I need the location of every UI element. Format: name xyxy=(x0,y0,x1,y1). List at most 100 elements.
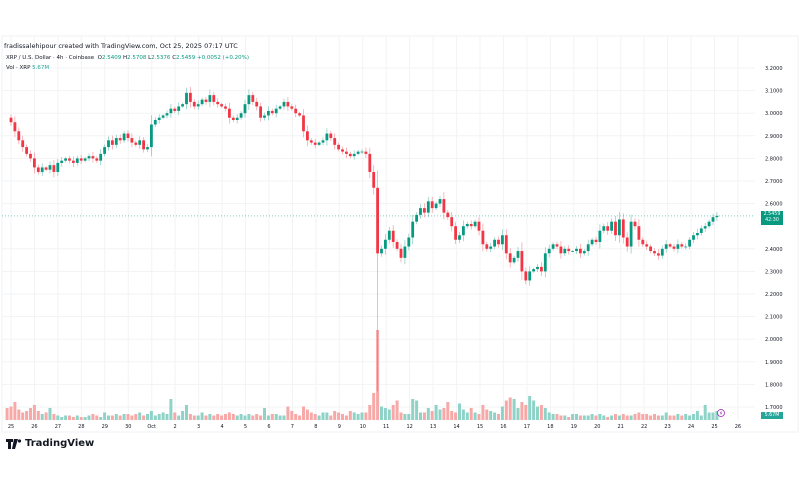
candle-body xyxy=(399,248,403,258)
x-tick-label: 25 xyxy=(8,424,14,430)
candle-body xyxy=(559,246,563,254)
volume-bar xyxy=(571,414,575,420)
volume-bar xyxy=(493,412,497,420)
volume-bar xyxy=(656,415,660,420)
volume-bar xyxy=(649,415,653,420)
candle-body xyxy=(645,244,649,247)
x-tick-label: 24 xyxy=(688,424,694,430)
candle-body xyxy=(579,248,582,254)
volume-bar xyxy=(274,414,278,420)
volume-bar xyxy=(68,415,71,420)
volume-bar xyxy=(79,417,83,420)
last-price-label: 2.5459 42:30 xyxy=(761,211,783,225)
candle-body xyxy=(317,142,321,145)
tradingview-logo[interactable]: TradingView xyxy=(6,438,94,449)
volume-bar xyxy=(235,415,239,420)
volume-bar xyxy=(44,412,48,420)
volume-bar xyxy=(419,412,422,420)
volume-bar xyxy=(192,415,196,420)
y-tick-label: 2.9000 xyxy=(765,134,783,140)
volume-legend-label[interactable]: Vol · XRP xyxy=(6,65,31,71)
candle-body xyxy=(586,244,590,252)
candle-body xyxy=(610,221,613,231)
x-tick-label: 19 xyxy=(571,424,577,430)
volume-bar xyxy=(610,415,614,420)
candle-body xyxy=(469,223,473,227)
candle-body xyxy=(602,226,606,231)
symbol-title[interactable]: XRP / U.S. Dollar · 4h · Coinbase xyxy=(6,55,95,61)
volume-bar xyxy=(485,409,489,420)
volume-bar xyxy=(497,414,500,420)
volume-bar xyxy=(680,415,684,420)
x-tick-label: 16 xyxy=(500,424,506,430)
y-tick-label: 3.0000 xyxy=(765,111,783,117)
volume-bar xyxy=(415,400,419,420)
candle-body xyxy=(161,115,165,118)
candle-body xyxy=(672,246,676,249)
candle-body xyxy=(321,140,325,143)
low-label: L xyxy=(148,55,152,61)
volume-bar xyxy=(695,411,699,420)
candle-body xyxy=(582,251,586,254)
volume-bar xyxy=(458,403,461,420)
volume-bar xyxy=(590,414,594,420)
candle-body xyxy=(368,153,372,172)
x-tick-label: 5 xyxy=(244,424,247,430)
volume-bar xyxy=(286,406,290,420)
y-tick-label: 2.6000 xyxy=(765,202,783,208)
volume-bar xyxy=(255,414,259,420)
candle-body xyxy=(699,228,703,233)
volume-bar xyxy=(266,415,270,420)
volume-bar xyxy=(325,412,329,420)
candle-body xyxy=(146,147,149,150)
volume-bar xyxy=(637,412,641,420)
volume-bar xyxy=(602,415,606,420)
candle-body xyxy=(17,131,21,141)
candle-body xyxy=(87,156,91,159)
candle-body xyxy=(419,208,422,215)
volume-bar xyxy=(586,415,590,420)
volume-bar xyxy=(715,411,719,420)
candle-body xyxy=(524,271,528,281)
candle-body xyxy=(267,110,270,116)
x-tick-label: 8 xyxy=(314,424,317,430)
candle-body xyxy=(56,162,60,172)
high-value: 2.5708 xyxy=(127,55,147,61)
candle-body xyxy=(44,167,48,170)
volume-bar xyxy=(582,415,586,420)
volume-bar xyxy=(227,412,231,420)
volume-bar xyxy=(645,414,649,420)
volume-bar xyxy=(547,412,551,420)
candle-body xyxy=(692,235,695,240)
volume-bar xyxy=(161,412,165,420)
volume-bar xyxy=(17,409,21,420)
candle-body xyxy=(134,142,138,145)
candle-body xyxy=(438,199,442,204)
candle-body xyxy=(302,115,305,132)
candle-body xyxy=(590,239,594,245)
candle-body xyxy=(348,153,352,157)
candle-body xyxy=(594,239,598,243)
x-tick-label: 23 xyxy=(664,424,670,430)
volume-bar xyxy=(302,406,305,420)
change-value: +0.0052 (+0.20%) xyxy=(197,55,250,61)
volume-bar xyxy=(598,414,602,420)
candle-body xyxy=(255,101,259,107)
volume-bar xyxy=(344,415,348,420)
candle-body xyxy=(426,201,430,213)
candle-body xyxy=(290,106,294,109)
volume-bar xyxy=(703,405,707,420)
y-tick-label: 2.0000 xyxy=(765,337,783,343)
candle-body xyxy=(169,108,173,114)
volume-bar xyxy=(341,414,344,420)
candle-body xyxy=(411,221,415,238)
candle-body xyxy=(384,239,387,249)
candle-body xyxy=(703,226,707,229)
volume-bar xyxy=(107,415,110,420)
candle-body xyxy=(423,208,426,213)
candle-body xyxy=(103,147,106,154)
volume-bar xyxy=(524,405,528,420)
volume-bar xyxy=(606,417,610,420)
volume-bar xyxy=(64,415,68,420)
